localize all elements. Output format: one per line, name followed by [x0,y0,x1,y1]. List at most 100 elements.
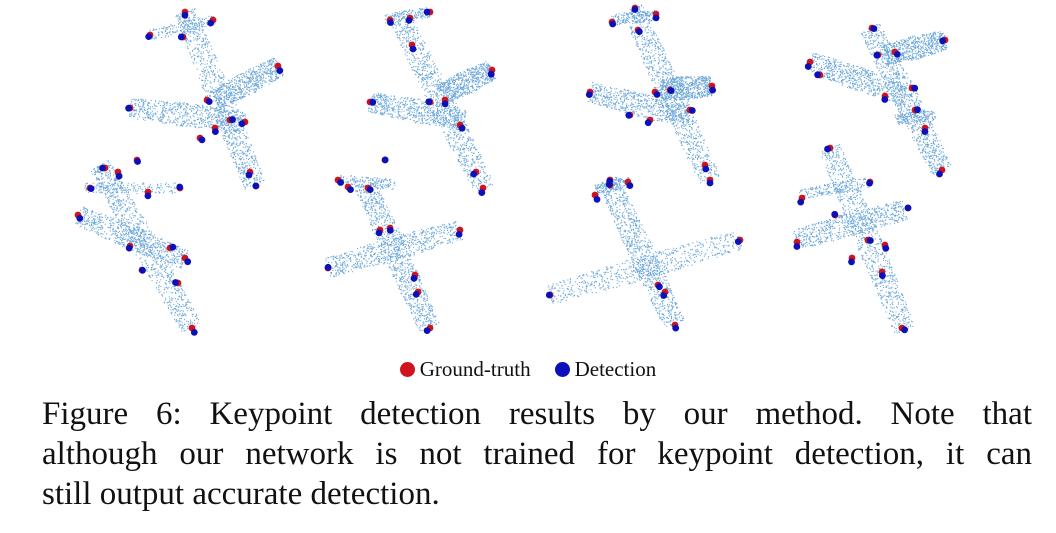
detection-keypoint [145,33,152,40]
detection-keypoint [347,186,354,193]
plane-3-panel [586,5,719,187]
legend: Ground-truth Detection [0,355,1056,383]
detection-keypoint [182,12,189,19]
detection-keypoint [176,184,183,191]
detection-keypoint [660,292,667,299]
detection-keypoint [252,183,259,190]
detection-keypoint [824,146,831,153]
detection-keypoint [668,87,675,94]
detection-keypoint [914,106,921,113]
detection-keypoint [424,327,431,334]
detection-keypoint [116,173,123,180]
plane-7-panel [546,177,744,332]
detection-keypoint [707,180,714,187]
detection-keypoint [387,227,394,234]
detection-keypoint [325,264,332,271]
detection-keypoint [76,215,83,222]
detection-keypoint [459,125,466,132]
detection-keypoint [229,116,236,123]
detection-keypoint [488,71,495,78]
detection-keypoint [905,205,912,212]
legend-detection: Detection [555,357,657,382]
keypoint-figure [0,0,1056,350]
detection-keypoint [88,185,95,192]
detection-keypoint [586,91,593,98]
detection-keypoint [456,231,463,238]
detection-keypoint [367,186,374,193]
detection-keypoint [939,38,946,45]
legend-ground-truth-label: Ground-truth [420,357,531,382]
detection-keypoint [609,21,616,28]
detection-keypoint [413,291,420,298]
detection-keypoint [246,172,253,179]
detection-keypoint [735,238,742,245]
detection-keypoint [178,34,185,41]
detection-keypoint [369,99,376,106]
detection-keypoint [814,71,821,78]
detection-keypoint [653,15,660,22]
detection-keypoint [702,166,709,173]
detection-keypoint [911,85,918,92]
detection-keypoint [276,67,283,74]
plane-6-panel [325,157,464,335]
detection-keypoint [134,158,141,165]
detection-keypoint [191,329,198,336]
detection-dot-icon [555,362,570,377]
detection-keypoint [212,128,219,135]
detection-keypoint [125,105,132,112]
detection-keypoint [411,275,418,282]
detection-keypoint [871,25,878,32]
detection-keypoint [882,245,889,252]
point-cloud-panels [0,0,1056,350]
legend-ground-truth: Ground-truth [400,357,531,382]
detection-keypoint [894,51,901,58]
plane-1-panel [125,8,283,189]
ground-truth-dot-icon [400,362,415,377]
detection-keypoint [139,267,146,274]
detection-keypoint [425,98,432,105]
detection-keypoint [387,19,394,26]
detection-keypoint [922,128,929,135]
detection-keypoint [478,189,485,196]
detection-keypoint [406,17,413,24]
detection-keypoint [199,137,206,144]
plane-8-panel [793,144,913,333]
detection-keypoint [632,6,639,13]
detection-keypoint [874,52,881,59]
detection-keypoint [126,245,133,252]
detection-keypoint [145,193,152,200]
plane-5-panel [75,157,200,336]
detection-keypoint [337,179,344,186]
detection-keypoint [442,101,449,108]
caption-line-3: still output accurate detection. [42,474,1032,514]
detection-keypoint [424,9,431,16]
detection-keypoint [606,181,613,188]
plane-4-panel [805,24,952,177]
detection-keypoint [936,171,943,178]
detection-keypoint [797,199,804,206]
detection-keypoint [794,243,801,250]
detection-keypoint [625,112,632,119]
detection-keypoint [672,325,679,332]
detection-keypoint [172,279,179,286]
plane-2-panel [367,7,497,196]
detection-keypoint [881,96,888,103]
detection-keypoint [470,171,477,178]
detection-keypoint [636,28,643,35]
detection-keypoint [866,180,873,187]
detection-keypoint [206,98,213,105]
detection-keypoint [184,258,191,265]
detection-keypoint [376,230,383,237]
detection-keypoint [831,211,838,218]
caption-line-2: although our network is not trained for … [42,434,1032,474]
detection-keypoint [99,165,106,172]
figure-caption: Figure 6: Keypoint detection results by … [42,394,1032,514]
detection-keypoint [867,237,874,244]
detection-keypoint [410,46,417,53]
detection-keypoint [901,326,908,333]
detection-keypoint [382,157,389,164]
detection-keypoint [594,196,601,203]
detection-keypoint [546,292,553,299]
detection-keypoint [239,120,246,127]
detection-keypoint [709,87,716,94]
